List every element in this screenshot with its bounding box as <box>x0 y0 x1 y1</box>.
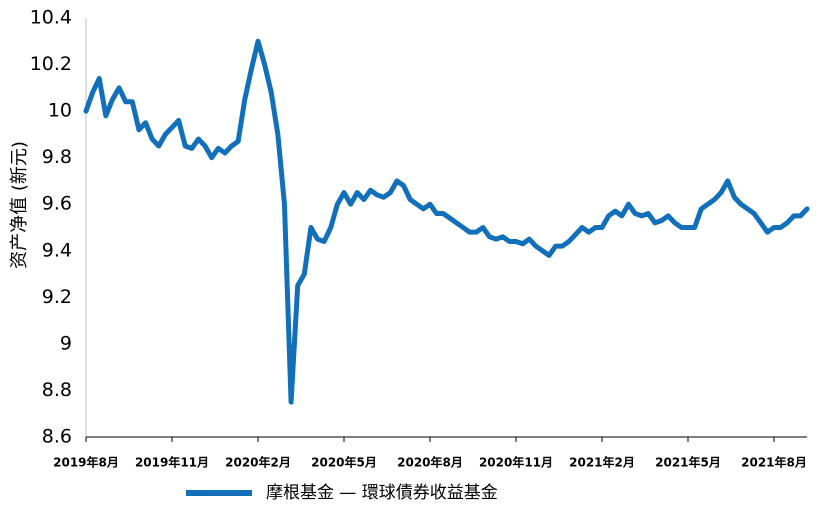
y-tick-label: 9.8 <box>42 146 72 168</box>
y-tick-label: 9.4 <box>42 239 72 261</box>
x-tick-label: 2021年8月 <box>741 455 807 470</box>
y-tick-label: 10 <box>48 100 72 122</box>
x-tick-label: 2020年5月 <box>311 455 377 470</box>
y-tick-label: 10.2 <box>30 53 72 75</box>
y-tick-label: 8.6 <box>42 426 72 448</box>
x-tick-label: 2019年8月 <box>53 455 119 470</box>
y-tick-label: 9.2 <box>42 286 72 308</box>
legend-label: 摩根基金 — 環球債券收益基金 <box>266 483 498 503</box>
x-tick-label: 2019年11月 <box>135 455 209 470</box>
line-series <box>83 38 810 405</box>
y-tick-label: 9.6 <box>42 193 72 215</box>
x-tick-label: 2021年5月 <box>655 455 721 470</box>
x-tick-label: 2021年2月 <box>569 455 635 470</box>
y-tick-label: 10.4 <box>30 7 72 29</box>
y-tick-label: 9 <box>60 332 72 354</box>
x-tick-label: 2020年8月 <box>397 455 463 470</box>
x-tick-label: 2020年11月 <box>479 455 553 470</box>
y-axis-label: 资产净值 (新元) <box>9 141 30 269</box>
y-tick-label: 8.8 <box>42 379 72 401</box>
x-tick-label: 2020年2月 <box>225 455 291 470</box>
